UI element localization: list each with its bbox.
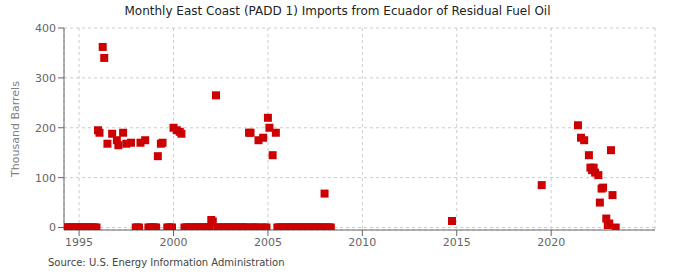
svg-text:1995: 1995 xyxy=(65,236,93,249)
svg-text:2020: 2020 xyxy=(537,236,565,249)
svg-text:2015: 2015 xyxy=(443,236,471,249)
html-text:Monthly East Coast (PADD 1) Im: Monthly East Coast (PADD 1) Imports from… xyxy=(124,4,551,18)
svg-text:100: 100 xyxy=(35,172,56,185)
svg-text:2005: 2005 xyxy=(254,236,282,249)
svg-text:0: 0 xyxy=(49,221,56,234)
svg-text:400: 400 xyxy=(35,22,56,35)
svg-text:2000: 2000 xyxy=(160,236,188,249)
svg-text:2010: 2010 xyxy=(348,236,376,249)
svg-text:200: 200 xyxy=(35,122,56,135)
svg-text:300: 300 xyxy=(35,72,56,85)
svg-text:Thousand Barrels: Thousand Barrels xyxy=(9,81,22,178)
html-text:Source: U.S. Energy Informatio: Source: U.S. Energy Information Administ… xyxy=(48,257,285,268)
